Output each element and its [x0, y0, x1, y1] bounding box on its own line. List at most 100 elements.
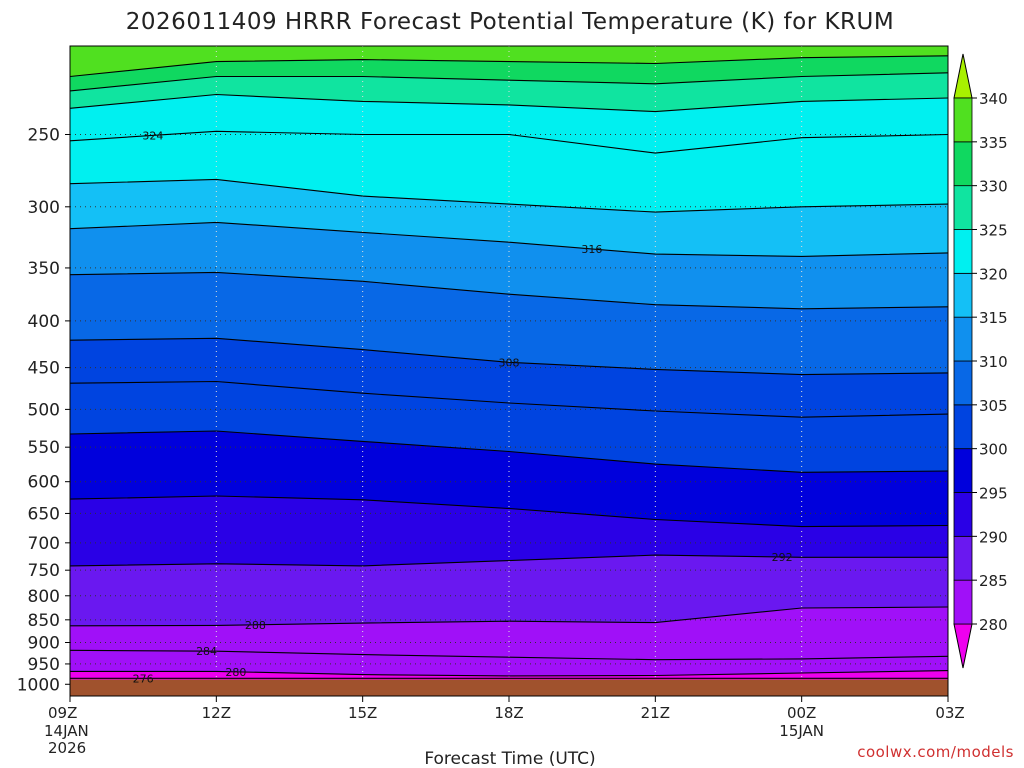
fill-band-332: [70, 55, 948, 91]
y-tick-label-1000: 1000: [17, 675, 60, 695]
isentrope-332: [70, 72, 948, 92]
chart-title: 2026011409 HRRR Forecast Potential Tempe…: [126, 9, 894, 35]
fill-band-276: [70, 670, 948, 679]
fill-band-308: [70, 272, 948, 375]
x-tick-date-00Z: 15JAN: [779, 722, 824, 740]
isentrope-288: [70, 606, 948, 627]
colorbar-label-290: 290: [979, 528, 1008, 546]
colorbar-swatch-280: [953, 579, 973, 625]
colorbar-label-330: 330: [979, 178, 1008, 196]
colorbar-swatch-330: [953, 141, 973, 187]
isentrope-300: [70, 430, 948, 473]
colorbar-swatch-295: [953, 448, 973, 493]
colorbar-swatch-315: [953, 272, 973, 318]
ground-fill: [70, 679, 948, 696]
fill-band-284: [70, 607, 948, 660]
fill-band-296: [70, 431, 948, 527]
y-tick-label-300: 300: [28, 198, 60, 218]
contour-label-284: 284: [196, 645, 217, 658]
isentrope-336: [70, 55, 948, 78]
contour-label-316: 316: [581, 243, 602, 256]
fill-band-324: [70, 94, 948, 154]
y-tick-label-750: 750: [28, 561, 60, 581]
colorbar-swatch-320: [953, 229, 973, 274]
contour-label-324: 324: [142, 129, 163, 142]
isentrope-contours: [70, 55, 948, 679]
x-tick-label-00Z: 00Z: [787, 704, 816, 722]
x-axis-title: Forecast Time (UTC): [424, 749, 595, 768]
contour-labels: 276 280 284 288 292 308 316 324: [133, 129, 793, 685]
x-tick-label-12Z: 12Z: [202, 704, 231, 722]
ground-area: [70, 679, 948, 696]
y-tick-label-650: 650: [28, 504, 60, 524]
y-tick-label-550: 550: [28, 438, 60, 458]
fill-band-292: [70, 496, 948, 566]
contour-label-276: 276: [133, 672, 154, 685]
isentrope-284: [70, 649, 948, 661]
y-tick-label-850: 850: [28, 611, 60, 631]
colorbar-label-340: 340: [979, 90, 1008, 108]
contour-label-280: 280: [225, 666, 246, 679]
isentrope-304: [70, 380, 948, 418]
y-tick-label-900: 900: [28, 633, 60, 653]
y-tick-label-500: 500: [28, 400, 60, 420]
colorbar-label-300: 300: [979, 441, 1008, 459]
isentrope-280: [70, 670, 948, 677]
contour-label-308: 308: [499, 356, 520, 369]
isentrope-328: [70, 93, 948, 113]
isentrope-316: [70, 221, 948, 257]
x-tick-label-21Z: 21Z: [641, 704, 670, 722]
fill-band-328: [70, 72, 948, 112]
colorbar-swatch-305: [953, 360, 973, 406]
colorbar-label-320: 320: [979, 265, 1008, 283]
colorbar-label-315: 315: [979, 309, 1008, 327]
colorbar-label-335: 335: [979, 134, 1008, 152]
x-tick-label-15Z: 15Z: [348, 704, 377, 722]
colorbar-swatch-285: [953, 535, 973, 581]
colorbar-swatch-290: [953, 492, 973, 537]
colorbar-label-310: 310: [979, 353, 1008, 371]
x-tick-date-09Z: 14JAN: [44, 722, 89, 740]
colorbar-swatch-325: [953, 185, 973, 230]
contour-label-288: 288: [245, 619, 266, 632]
credit-text: coolwx.com/models: [857, 743, 1014, 761]
y-tick-label-400: 400: [28, 312, 60, 332]
colorbar: 280 285 290 295 300 305 310 315 320 325 330 335 340: [953, 53, 1008, 669]
fill-band-312: [70, 222, 948, 309]
isentrope-312: [70, 271, 948, 310]
colorbar-label-295: 295: [979, 485, 1008, 503]
y-tick-label-250: 250: [28, 125, 60, 145]
plot-area: [70, 46, 948, 696]
fill-band-288: [70, 555, 948, 626]
fill-band-316: [70, 179, 948, 257]
isentrope-292: [70, 554, 948, 567]
y-tick-label-600: 600: [28, 473, 60, 493]
isentrope-296: [70, 495, 948, 528]
fill-band-280: [70, 650, 948, 676]
x-tick-label-03Z: 03Z: [935, 704, 964, 722]
y-tick-label-450: 450: [28, 359, 60, 379]
colorbar-swatch-335: [953, 97, 973, 143]
y-tick-label-800: 800: [28, 587, 60, 607]
y-tick-label-950: 950: [28, 655, 60, 675]
colorbar-label-285: 285: [979, 572, 1008, 590]
x-tick-label-18Z: 18Z: [494, 704, 523, 722]
x-tick-label-09Z: 09Z: [48, 704, 77, 722]
contour-label-292: 292: [772, 551, 793, 564]
grid-lines: [70, 46, 948, 696]
isentrope-308: [70, 337, 948, 376]
fill-band-304: [70, 338, 948, 418]
colorbar-swatch-310: [953, 316, 973, 362]
isentrope-320: [70, 178, 948, 213]
colorbar-label-280: 280: [979, 616, 1008, 634]
y-axis: 2503003504004505005506006507007508008509…: [17, 125, 70, 695]
colorbar-swatch-300: [953, 404, 973, 450]
isentrope-324: [70, 130, 948, 154]
colorbar-label-305: 305: [979, 397, 1008, 415]
y-tick-label-700: 700: [28, 534, 60, 554]
colorbar-label-325: 325: [979, 222, 1008, 240]
x-tick-year-09Z: 2026: [48, 739, 86, 757]
y-tick-label-350: 350: [28, 259, 60, 279]
